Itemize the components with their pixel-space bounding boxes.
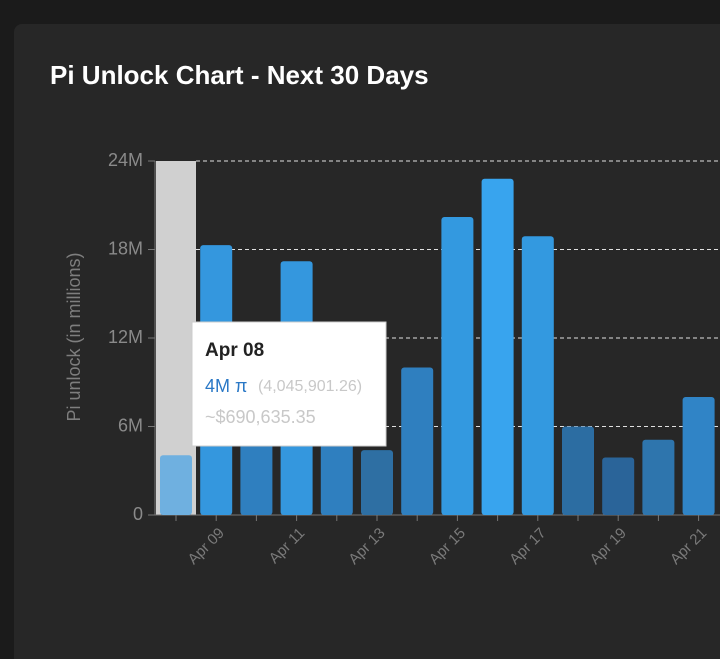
bar	[562, 426, 594, 515]
y-tick-label: 18M	[108, 238, 143, 258]
bar	[441, 217, 474, 516]
tooltip-value: 4M π	[205, 376, 247, 396]
y-axis-title: Pi unlock (in millions)	[64, 252, 84, 421]
bar	[682, 397, 715, 515]
bar	[361, 450, 393, 515]
tooltip-box	[191, 321, 387, 447]
tooltip-title: Apr 08	[205, 340, 264, 361]
y-tick-label: 0	[133, 504, 143, 524]
y-tick-label: 24M	[108, 150, 143, 170]
y-tick-label: 6M	[118, 415, 143, 435]
bar	[401, 367, 434, 515]
bar	[320, 426, 353, 515]
tooltip-price: ~$690,635.35	[205, 407, 316, 427]
bar	[481, 178, 514, 515]
y-tick-label: 12M	[108, 327, 143, 347]
tooltip: Apr 08 4M π (4,045,901.26) ~$690,635.35	[191, 321, 387, 447]
bar	[602, 457, 635, 515]
bar	[521, 236, 554, 515]
tooltip-exact: (4,045,901.26)	[258, 378, 362, 395]
bar	[160, 455, 192, 515]
bar	[642, 439, 675, 515]
chart-title: Pi Unlock Chart - Next 30 Days	[50, 60, 429, 90]
